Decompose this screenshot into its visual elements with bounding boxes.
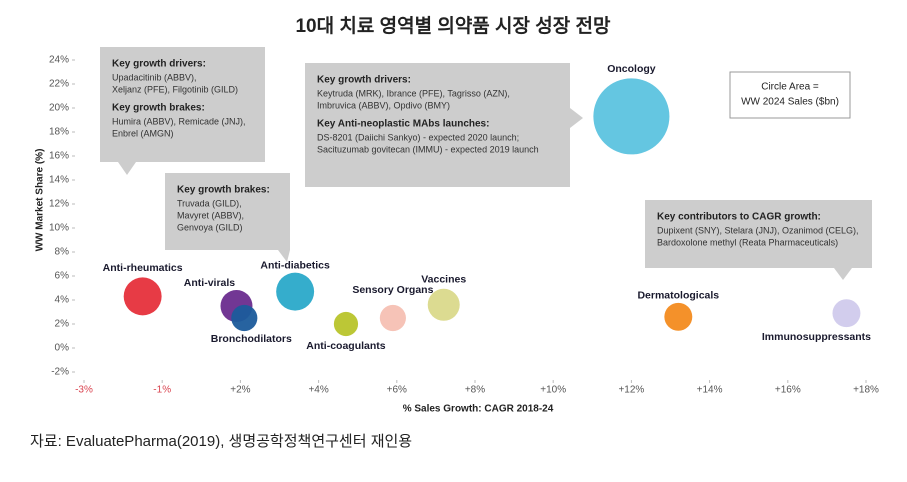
callout-pointer	[278, 250, 290, 262]
x-axis-title: % Sales Growth: CAGR 2018-24	[403, 404, 554, 415]
callout-box	[645, 200, 872, 268]
size-legend-text: WW 2024 Sales ($bn)	[741, 97, 839, 108]
callout-box	[305, 63, 570, 187]
callout-line: Xeljanz (PFE), Filgotinib (GILD)	[112, 84, 238, 94]
bubble	[333, 311, 359, 337]
x-tick-label: -1%	[153, 385, 171, 396]
y-tick-label: 4%	[55, 295, 70, 306]
bubble-label: Oncology	[607, 63, 656, 75]
callout-box	[100, 47, 265, 162]
callout-line: Genvoya (GILD)	[177, 222, 243, 232]
size-legend-text: Circle Area =	[761, 82, 819, 93]
callout-line: Imbruvica (ABBV), Opdivo (BMY)	[317, 100, 450, 110]
callout-heading: Key growth drivers:	[317, 75, 411, 86]
x-tick-label: -3%	[75, 385, 93, 396]
callout-pointer	[834, 268, 852, 280]
y-tick-label: 10%	[49, 223, 69, 234]
x-tick-label: +4%	[308, 385, 328, 396]
callout-line: Humira (ABBV), Remicade (JNJ),	[112, 116, 246, 126]
y-tick-label: 12%	[49, 199, 69, 210]
y-axis-title: WW Market Share (%)	[35, 149, 46, 252]
bubble-label: Dermatologicals	[637, 290, 719, 302]
callout-heading: Key contributors to CAGR growth:	[657, 212, 821, 223]
x-tick-label: +18%	[853, 385, 879, 396]
bubble-label: Anti-diabetics	[260, 259, 330, 271]
callout-box	[165, 173, 290, 250]
callout-line: Keytruda (MRK), Ibrance (PFE), Tagrisso …	[317, 88, 510, 98]
callout-pointer	[118, 162, 136, 175]
bubble	[832, 299, 861, 328]
bubble-label: Bronchodilators	[211, 333, 292, 345]
callout-line: Mavyret (ABBV),	[177, 210, 244, 220]
y-tick-label: 6%	[55, 271, 70, 282]
x-tick-label: +10%	[540, 385, 566, 396]
x-tick-label: +2%	[230, 385, 250, 396]
callout-line: Enbrel (AMGN)	[112, 128, 174, 138]
bubble	[231, 304, 258, 332]
y-tick-label: 18%	[49, 127, 69, 138]
bubble-label: Sensory Organs	[352, 284, 433, 296]
bubble	[123, 277, 162, 316]
bubble-label: Immunosuppressants	[762, 331, 871, 343]
bubble-label: Anti-coagulants	[306, 340, 385, 352]
chart-title: 10대 치료 영역별 의약품 시장 성장 전망	[295, 15, 611, 37]
x-tick-label: +12%	[618, 385, 644, 396]
bubble-label: Anti-rheumatics	[103, 262, 183, 274]
callout-line: Sacituzumab govitecan (IMMU) - expected …	[317, 144, 539, 154]
size-legend-box	[729, 71, 851, 119]
y-tick-label: 24%	[49, 55, 69, 66]
callout-line: Upadacitinib (ABBV),	[112, 72, 197, 82]
callout-line: Bardoxolone methyl (Reata Pharmaceutical…	[657, 237, 838, 247]
x-tick-label: +6%	[387, 385, 407, 396]
y-tick-label: 20%	[49, 103, 69, 114]
x-tick-label: +14%	[697, 385, 723, 396]
callout-line: Dupixent (SNY), Stelara (JNJ), Ozanimod …	[657, 225, 859, 235]
bubble	[593, 78, 670, 155]
callout-heading: Key growth brakes:	[177, 185, 270, 196]
bubble-label: Vaccines	[421, 274, 466, 286]
bubble	[379, 304, 406, 332]
x-tick-label: +16%	[775, 385, 801, 396]
source-note: 자료: EvaluatePharma(2019), 생명공학정책연구센터 재인용	[30, 433, 412, 450]
bubble-label: Anti-virals	[184, 277, 236, 289]
callout-heading: Key growth drivers:	[112, 59, 206, 70]
callout-heading: Key growth brakes:	[112, 103, 205, 114]
bubble	[427, 288, 460, 321]
y-tick-label: 2%	[55, 319, 70, 330]
y-tick-label: 0%	[55, 343, 70, 354]
x-tick-label: +8%	[465, 385, 485, 396]
callout-line: DS-8201 (Daiichi Sankyo) - expected 2020…	[317, 132, 519, 142]
y-tick-label: 22%	[49, 79, 69, 90]
callout-heading: Key Anti-neoplastic MAbs launches:	[317, 119, 489, 130]
y-tick-label: -2%	[51, 367, 69, 378]
callout-line: Truvada (GILD),	[177, 198, 242, 208]
y-tick-label: 8%	[55, 247, 70, 258]
y-tick-label: 16%	[49, 151, 69, 162]
bubble	[276, 272, 315, 311]
bubble	[664, 302, 693, 331]
callout-pointer	[570, 108, 583, 128]
y-tick-label: 14%	[49, 175, 69, 186]
